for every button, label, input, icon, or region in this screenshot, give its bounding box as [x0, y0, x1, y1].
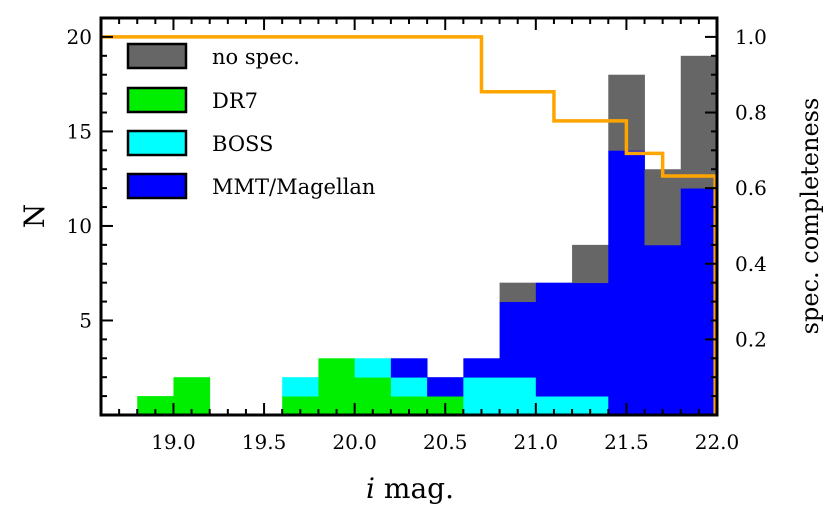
legend-label-boss: BOSS	[212, 132, 273, 156]
y-tick-label: 15	[67, 119, 92, 143]
histogram-bars	[137, 55, 718, 416]
bar-mmt-magellan-20.6	[463, 358, 500, 378]
x-tick-label: 20.0	[332, 430, 377, 454]
legend-label-dr7: DR7	[212, 89, 258, 113]
legend-label-no-spec: no spec.	[212, 45, 300, 69]
plot-frame	[99, 16, 719, 417]
y2-tick-label: 0.2	[735, 327, 767, 351]
bar-mmt-magellan-21.4	[608, 150, 645, 416]
axis-tick-labels: 19.0 19.5 20.0 20.5 21.0 21.5 22.0 5 10 15 20 0.2 0.…	[67, 25, 767, 454]
x-tick-label: 19.5	[242, 430, 287, 454]
y-tick-label: 10	[67, 214, 92, 238]
legend-swatch-mmt-magellan	[126, 172, 188, 200]
bar-mmt-magellan-21.6	[644, 244, 682, 416]
bar-boss-20.0	[354, 358, 392, 378]
x-axis-title: i mag.	[366, 472, 454, 505]
x-tick-label: 21.0	[514, 430, 559, 454]
y-tick-label: 5	[79, 308, 92, 332]
completeness-line	[101, 35, 717, 415]
y-axis-title: N	[18, 204, 51, 229]
bar-mmt-magellan-21.0	[535, 282, 573, 397]
x-tick-label: 21.5	[604, 430, 649, 454]
x-tick-label: 20.5	[423, 430, 468, 454]
legend-swatch-no-spec	[126, 42, 188, 70]
bar-boss-20.2	[390, 377, 428, 397]
bar-mmt-magellan-20.2	[390, 358, 428, 378]
x-tick-label: 19.0	[151, 430, 196, 454]
y-tick-label: 20	[67, 25, 92, 49]
bar-mmt-magellan-20.8	[499, 301, 537, 378]
bar-boss-19.6	[282, 377, 319, 397]
bar-boss-21.2	[572, 396, 609, 416]
bar-dr7-19.6	[282, 396, 319, 416]
bar-no-spec-21.2	[572, 244, 609, 284]
y2-tick-label: 0.8	[735, 101, 767, 125]
legend-label-mmt-magellan: MMT/Magellan	[212, 175, 375, 199]
y2-tick-label: 1.0	[735, 25, 767, 49]
y2-axis-title: spec. completeness	[796, 98, 824, 335]
bar-mmt-magellan-20.4	[427, 377, 464, 397]
bar-no-spec-21.6	[644, 169, 682, 246]
bar-mmt-magellan-21.2	[572, 282, 609, 397]
bar-boss-21.0	[535, 396, 573, 416]
y2-tick-label: 0.6	[735, 176, 767, 200]
bar-dr7-19.8	[318, 358, 356, 416]
bar-dr7-18.8	[137, 396, 174, 416]
bar-no-spec-20.8	[499, 282, 537, 302]
x-tick-label: 22.0	[695, 430, 740, 454]
bar-dr7-20.2	[390, 396, 428, 416]
legend-swatch-boss	[126, 129, 188, 157]
legend-swatch-dr7	[126, 86, 188, 114]
completeness-line-layer	[101, 35, 717, 415]
y2-tick-label: 0.4	[735, 252, 767, 276]
legend: no spec. DR7 BOSS MMT/Magellan	[126, 42, 375, 200]
bar-no-spec-21.8	[680, 55, 718, 189]
